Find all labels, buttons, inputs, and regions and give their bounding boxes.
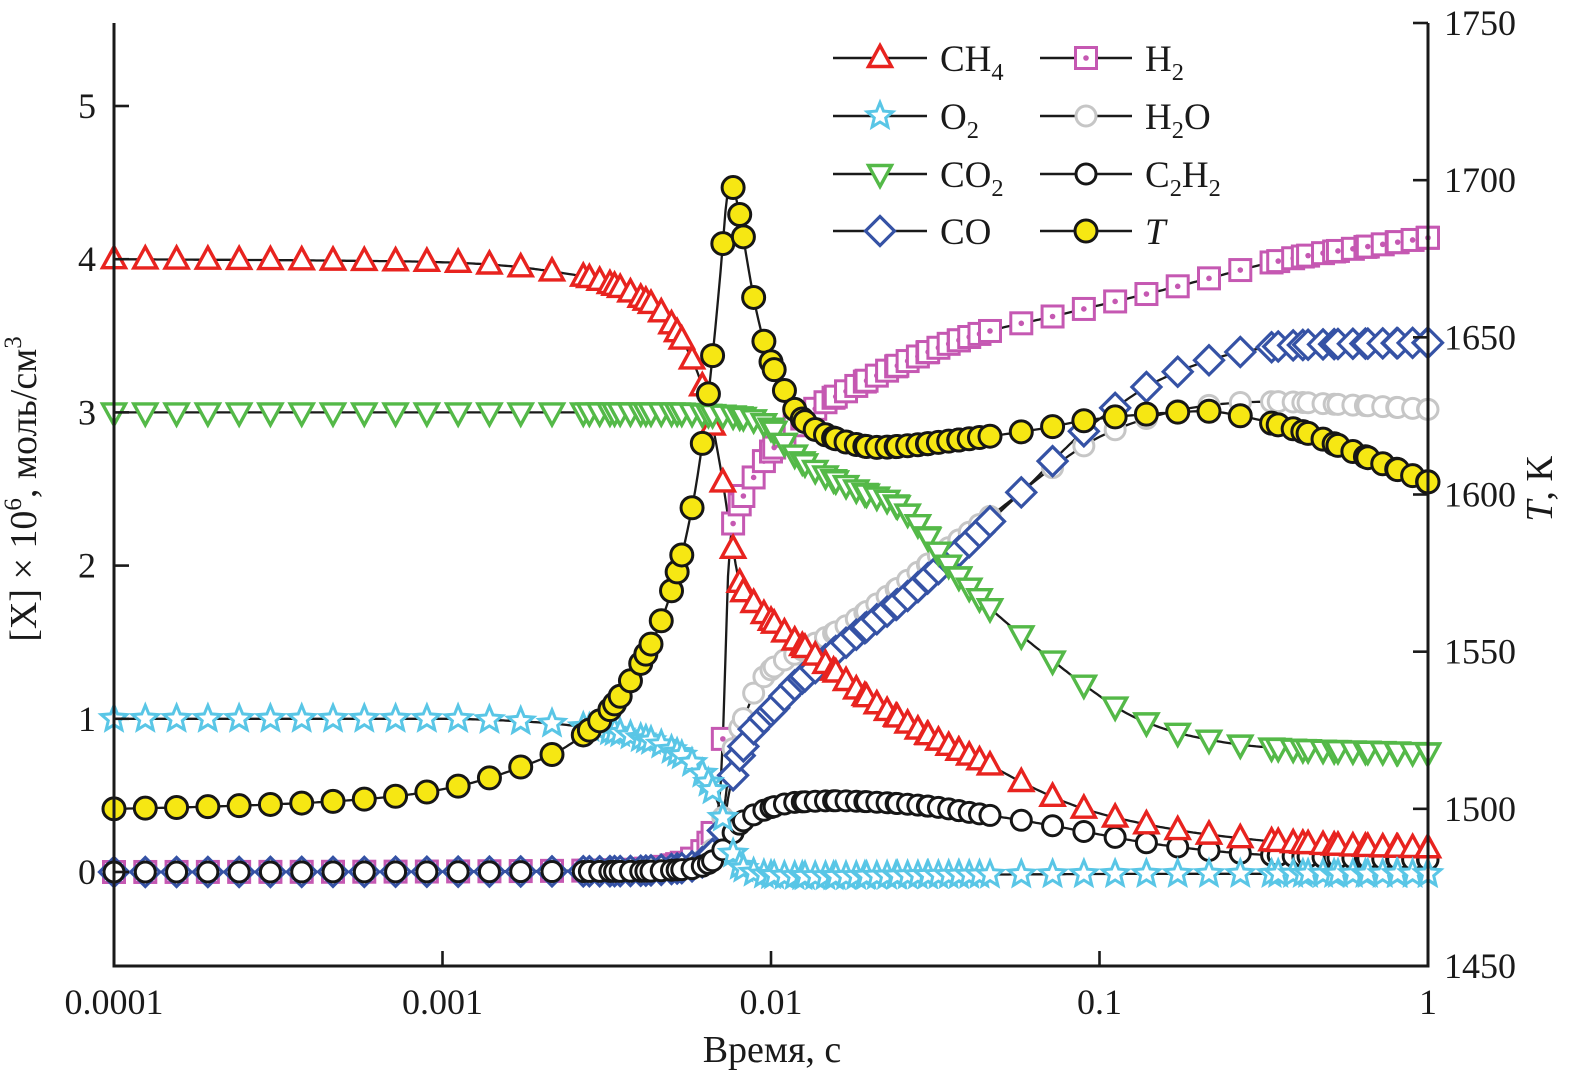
y-right-tick-label: 1600 (1444, 475, 1516, 515)
y-right-tick-label: 1500 (1444, 789, 1516, 829)
legend-item-C2H2: C2H2 (1040, 155, 1221, 202)
y-right-tick-label: 1550 (1444, 632, 1516, 672)
legend-marker-diamond (863, 214, 897, 248)
y-right-tick-label: 1650 (1444, 317, 1516, 357)
legend-label-CO: CO (940, 212, 991, 253)
y-left-tick-label: 2 (78, 546, 96, 586)
legend-label-C2H2: C2H2 (1145, 155, 1221, 202)
y-left-tick-label: 1 (78, 699, 96, 739)
series-markers-H2 (102, 225, 1440, 884)
x-tick-label: 0.001 (402, 982, 483, 1022)
legend-label-O2: O2 (940, 97, 979, 144)
legend-label-H2: H2 (1145, 39, 1184, 86)
legend: CH4 O2 CO2 CO H2 H2O C2H2 T (833, 39, 1221, 253)
axis-titles: Время, с [X] × 106, моль/см3 T, К (0, 336, 1561, 1071)
legend-item-CO: CO (833, 212, 991, 253)
legend-marker-square-dot (1074, 46, 1098, 70)
y-right-tick-label: 1750 (1444, 3, 1516, 43)
legend-item-CO2: CO2 (833, 155, 1004, 202)
legend-marker-circle (1074, 104, 1098, 128)
y-left-tick-label: 5 (78, 86, 96, 126)
legend-item-H2: H2 (1040, 39, 1184, 86)
x-tick-label: 0.01 (740, 982, 803, 1022)
legend-item-CH4: CH4 (833, 39, 1004, 86)
y-left-tick-label: 4 (78, 239, 96, 279)
legend-marker-circle-filled (1073, 218, 1099, 244)
axis-tick-labels: 0.0001 0.001 0.01 0.1 1 0 1 2 3 4 5 1450 1500 1550 160… (65, 3, 1517, 1022)
y-right-tick-label: 1700 (1444, 160, 1516, 200)
legend-label-CO2: CO2 (940, 155, 1004, 202)
legend-item-O2: O2 (833, 97, 979, 144)
legend-label-T: T (1145, 212, 1168, 253)
series-markers-T (101, 175, 1441, 822)
legend-item-T: T (1040, 212, 1168, 253)
x-tick-label: 0.0001 (65, 982, 164, 1022)
series-markers (97, 175, 1445, 891)
x-tick-label: 1 (1419, 982, 1437, 1022)
x-tick-label: 0.1 (1077, 982, 1122, 1022)
x-axis-title: Время, с (703, 1029, 842, 1071)
y-left-tick-label: 3 (78, 392, 96, 432)
y-left-axis-title: [X] × 106, моль/см3 (0, 336, 45, 642)
legend-item-H2O: H2O (1040, 97, 1211, 144)
series-markers-O2 (97, 701, 1445, 891)
legend-marker-star (863, 98, 897, 131)
series-markers-CO2 (99, 402, 1443, 769)
axes (112, 21, 1430, 968)
legend-marker-circle (1074, 162, 1098, 186)
series-lines (114, 176, 1429, 878)
y-right-tick-label: 1450 (1444, 946, 1516, 986)
legend-label-H2O: H2O (1145, 97, 1211, 144)
y-right-axis-title: T, К (1519, 456, 1561, 522)
legend-marker-triangle-up (865, 41, 895, 69)
legend-label-CH4: CH4 (940, 39, 1004, 86)
y-left-tick-label: 0 (78, 852, 96, 892)
legend-marker-triangle-down (865, 163, 895, 191)
